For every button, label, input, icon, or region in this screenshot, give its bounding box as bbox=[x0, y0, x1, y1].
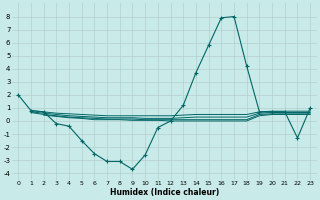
X-axis label: Humidex (Indice chaleur): Humidex (Indice chaleur) bbox=[109, 188, 219, 197]
